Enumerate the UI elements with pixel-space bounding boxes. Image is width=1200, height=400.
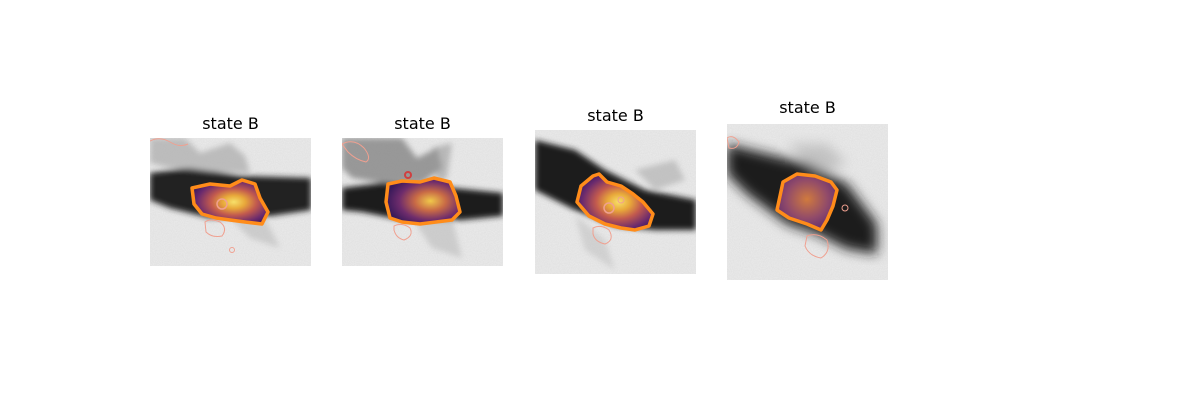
- cell-outline: [190, 178, 270, 226]
- panel-title: state B: [779, 98, 836, 117]
- panel-title: state B: [394, 114, 451, 133]
- microscopy-image: [727, 124, 888, 280]
- cell-outline: [384, 176, 462, 226]
- microscopy-image: [342, 138, 503, 266]
- microscopy-image: [150, 138, 311, 266]
- cell-outline: [575, 172, 655, 232]
- panel-title: state B: [202, 114, 259, 133]
- panel-title: state B: [587, 106, 644, 125]
- cell-outline: [775, 172, 839, 232]
- microscopy-image: [535, 130, 696, 274]
